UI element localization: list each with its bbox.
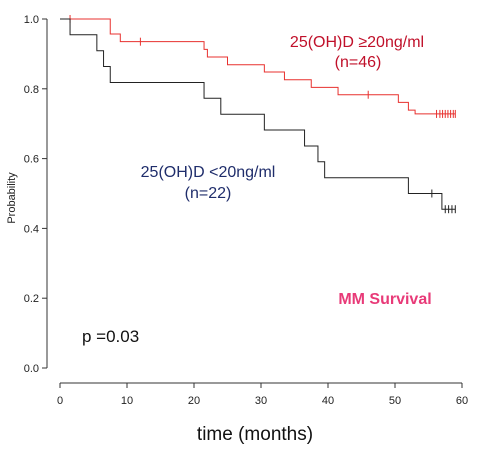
y-tick-label: 0.8 bbox=[24, 84, 39, 96]
x-ticks: 0 10 20 30 40 50 60 bbox=[57, 383, 468, 407]
y-axis-title: Probability bbox=[6, 172, 18, 224]
series-high-label-line1: 25(OH)D ≥20ng/ml bbox=[290, 34, 424, 51]
y-tick-label: 0.0 bbox=[24, 363, 39, 375]
series-high-line bbox=[60, 18, 456, 115]
x-tick-label: 60 bbox=[456, 395, 468, 407]
x-tick-label: 0 bbox=[57, 395, 63, 407]
x-tick-label: 20 bbox=[188, 395, 200, 407]
p-value-label: p =0.03 bbox=[82, 327, 139, 346]
y-ticks: 0.0 0.2 0.4 0.6 0.8 1.0 bbox=[24, 14, 47, 375]
x-tick-label: 40 bbox=[322, 395, 334, 407]
x-tick-label: 10 bbox=[121, 395, 133, 407]
series-layer bbox=[60, 15, 456, 214]
x-tick-label: 50 bbox=[389, 395, 401, 407]
y-tick-label: 0.6 bbox=[24, 154, 39, 166]
y-tick-label: 0.2 bbox=[24, 293, 39, 305]
series-low-label-line2: (n=22) bbox=[185, 185, 232, 202]
series-high-label-line2: (n=46) bbox=[335, 54, 382, 71]
x-tick-label: 30 bbox=[255, 395, 267, 407]
y-tick-label: 1.0 bbox=[24, 14, 39, 26]
series-low-line bbox=[60, 18, 456, 210]
chart-label-mm-survival: MM Survival bbox=[338, 291, 431, 308]
series-low-label-line1: 25(OH)D <20ng/ml bbox=[141, 164, 276, 181]
x-axis-title: time (months) bbox=[197, 424, 313, 445]
y-tick-label: 0.4 bbox=[24, 223, 39, 235]
